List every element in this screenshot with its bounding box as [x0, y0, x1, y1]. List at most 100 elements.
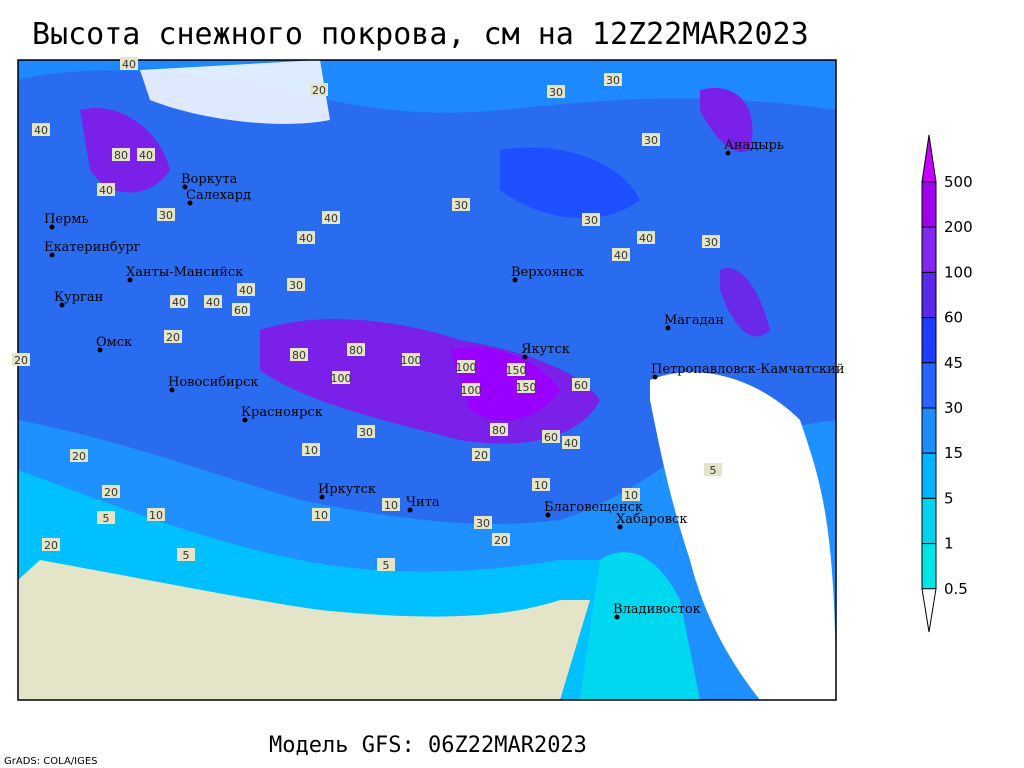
contour-label-bg [642, 133, 660, 146]
contour-label: 30 [454, 199, 468, 212]
contour-label: 60 [544, 431, 558, 444]
legend-label: 1 [944, 535, 954, 553]
contour-label-bg [492, 533, 510, 546]
city-label: Курган [54, 290, 103, 305]
contour-label: 5 [710, 464, 717, 477]
legend-box [921, 271, 937, 319]
contour-label: 20 [494, 534, 508, 547]
legend-label: 30 [944, 399, 963, 417]
contour-label-bg [102, 485, 120, 498]
contour-label: 5 [183, 549, 190, 562]
contour-label-bg [312, 508, 330, 521]
contour-label: 10 [304, 444, 318, 457]
contour-label-bg [290, 348, 308, 361]
contour-label-bg [97, 511, 115, 524]
contour-label-bg [164, 330, 182, 343]
contour-label: 30 [584, 214, 598, 227]
city-label: Петропавловск-Камчатский [651, 362, 845, 377]
legend-label: 5 [944, 489, 954, 507]
legend-box [921, 317, 937, 364]
contour-label-bg [302, 443, 320, 456]
contour-label-bg [517, 380, 535, 393]
city-label: Верхоянск [511, 265, 584, 280]
contour-label-bg [137, 148, 155, 161]
legend-label: 60 [944, 309, 963, 327]
contour-label-bg [332, 371, 350, 384]
contour-label-bg [582, 213, 600, 226]
contour-label-bg [70, 449, 88, 462]
contour-label: 30 [359, 426, 373, 439]
city-label: Хабаровск [616, 512, 687, 527]
legend-box [921, 407, 937, 454]
city-label: Магадан [664, 313, 724, 328]
contour-label-bg [507, 363, 525, 376]
city-dot [512, 277, 518, 283]
contour-label-bg [347, 343, 365, 356]
city-dot [59, 302, 65, 308]
contour-label: 40 [172, 296, 186, 309]
contour-label: 40 [139, 149, 153, 162]
contour-label-bg [604, 73, 622, 86]
legend-box [921, 362, 937, 409]
contour-label: 80 [492, 424, 506, 437]
contour-label: 20 [104, 486, 118, 499]
contour-label-bg [474, 516, 492, 529]
contour-label: 150 [506, 364, 527, 377]
contour-label: 20 [166, 331, 180, 344]
contour-label-bg [377, 558, 395, 571]
contour-label-bg [452, 198, 470, 211]
contour-label-bg [402, 353, 420, 366]
city-dot [545, 512, 551, 518]
city-dot [169, 387, 175, 393]
legend-label: 100 [944, 263, 973, 281]
contour-label: 5 [383, 559, 390, 572]
city-label: Ханты-Мансийск [126, 265, 243, 280]
contour-label: 10 [534, 479, 548, 492]
contour-label-bg [542, 430, 560, 443]
contour-label: 40 [239, 284, 253, 297]
contour-label: 30 [159, 209, 173, 222]
contour-label: 60 [574, 379, 588, 392]
contour-label-bg [147, 508, 165, 521]
contour-label: 20 [312, 84, 326, 97]
contour-label: 40 [34, 124, 48, 137]
contour-label: 80 [292, 349, 306, 362]
contour-label-bg [120, 57, 138, 70]
city-label: Якутск [521, 342, 570, 357]
contour-label: 100 [461, 384, 482, 397]
contour-label: 40 [564, 437, 578, 450]
contour-label: 20 [474, 449, 488, 462]
city-label: Пермь [44, 212, 89, 227]
contour-label: 40 [122, 58, 136, 71]
city-dot [187, 200, 193, 206]
city-label: Анадырь [724, 138, 784, 153]
contour-label: 30 [549, 86, 563, 99]
contour-label-bg [357, 425, 375, 438]
contour-label: 30 [476, 517, 490, 530]
contour-label: 40 [324, 212, 338, 225]
city-label: Новосибирск [168, 375, 258, 390]
contour-label-bg [704, 463, 722, 476]
city-dot [97, 347, 103, 353]
contour-label-bg [170, 295, 188, 308]
city-label: Владивосток [613, 602, 701, 617]
legend-label: 0.5 [944, 580, 968, 598]
legend-box [921, 452, 937, 499]
contour-label-bg [177, 548, 195, 561]
city-dot [665, 325, 671, 331]
city-dot [522, 354, 528, 360]
contour-label-bg [547, 85, 565, 98]
city-dot [49, 224, 55, 230]
contour-label-bg [32, 123, 50, 136]
contour-label-bg [472, 448, 490, 461]
city-dot [725, 150, 731, 156]
contour-label-bg [112, 148, 130, 161]
credit: GrADS: COLA/IGES [4, 756, 98, 767]
city-label: Екатеринбург [44, 240, 141, 255]
contour-label-bg [12, 353, 30, 366]
contour-label: 40 [206, 296, 220, 309]
contour-label: 30 [644, 134, 658, 147]
contour-label: 10 [314, 509, 328, 522]
contour-label: 20 [44, 539, 58, 552]
contour-label: 40 [99, 184, 113, 197]
